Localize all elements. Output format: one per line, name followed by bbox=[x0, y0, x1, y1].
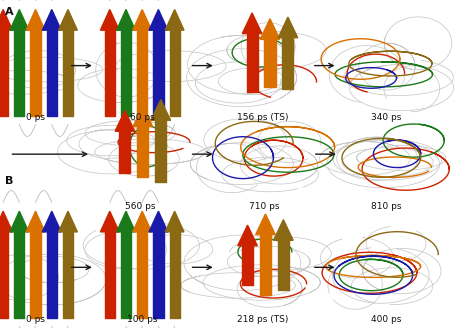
Polygon shape bbox=[255, 214, 275, 235]
Polygon shape bbox=[26, 211, 45, 232]
Polygon shape bbox=[149, 211, 168, 232]
Polygon shape bbox=[133, 10, 152, 30]
Text: 560 ps: 560 ps bbox=[125, 202, 155, 211]
Polygon shape bbox=[260, 19, 280, 39]
Polygon shape bbox=[115, 111, 135, 131]
Text: A: A bbox=[5, 7, 13, 16]
Polygon shape bbox=[242, 13, 262, 33]
Text: 100 ps: 100 ps bbox=[127, 315, 157, 324]
Polygon shape bbox=[59, 211, 77, 232]
Text: 218 ps (TS): 218 ps (TS) bbox=[237, 315, 289, 324]
Text: 710 ps: 710 ps bbox=[249, 202, 280, 211]
Polygon shape bbox=[133, 211, 152, 232]
Text: B: B bbox=[5, 176, 13, 186]
Text: 340 ps: 340 ps bbox=[371, 113, 401, 122]
Polygon shape bbox=[59, 10, 77, 30]
Polygon shape bbox=[165, 10, 184, 30]
Polygon shape bbox=[100, 211, 119, 232]
Polygon shape bbox=[26, 10, 45, 30]
Polygon shape bbox=[42, 211, 61, 232]
Text: 400 ps: 400 ps bbox=[371, 315, 401, 324]
Text: 0 ps: 0 ps bbox=[26, 315, 45, 324]
Polygon shape bbox=[165, 211, 184, 232]
Text: 0 ps: 0 ps bbox=[26, 113, 45, 122]
Polygon shape bbox=[0, 211, 12, 232]
Text: 810 ps: 810 ps bbox=[371, 202, 401, 211]
Polygon shape bbox=[10, 211, 29, 232]
Polygon shape bbox=[273, 220, 293, 240]
Polygon shape bbox=[100, 10, 119, 30]
Polygon shape bbox=[117, 211, 136, 232]
Polygon shape bbox=[278, 17, 298, 38]
Text: 156 ps (TS): 156 ps (TS) bbox=[237, 113, 289, 122]
Polygon shape bbox=[10, 10, 29, 30]
Polygon shape bbox=[117, 10, 136, 30]
Polygon shape bbox=[42, 10, 61, 30]
Polygon shape bbox=[133, 106, 153, 127]
Text: 60 ps: 60 ps bbox=[130, 113, 155, 122]
Polygon shape bbox=[0, 10, 12, 30]
Polygon shape bbox=[238, 225, 257, 246]
Polygon shape bbox=[151, 100, 171, 120]
Polygon shape bbox=[149, 10, 168, 30]
